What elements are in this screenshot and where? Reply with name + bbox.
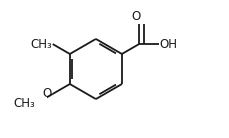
Text: O: O: [131, 10, 140, 23]
Text: O: O: [43, 87, 52, 100]
Text: CH₃: CH₃: [30, 38, 52, 51]
Text: OH: OH: [159, 38, 177, 51]
Text: CH₃: CH₃: [13, 97, 35, 110]
